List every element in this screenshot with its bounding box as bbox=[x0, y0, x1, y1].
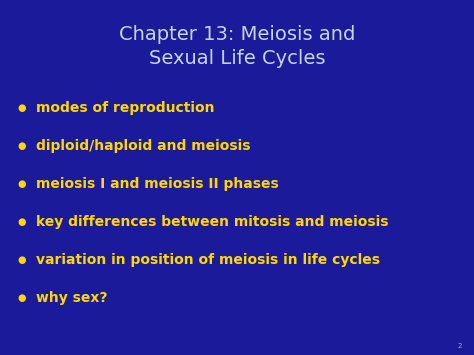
Text: why sex?: why sex? bbox=[36, 291, 107, 305]
Text: ●: ● bbox=[17, 141, 26, 151]
Text: ●: ● bbox=[17, 293, 26, 303]
Text: 2: 2 bbox=[458, 343, 462, 349]
Text: modes of reproduction: modes of reproduction bbox=[36, 101, 214, 115]
Text: ●: ● bbox=[17, 217, 26, 227]
Text: ●: ● bbox=[17, 179, 26, 189]
Text: ●: ● bbox=[17, 255, 26, 265]
Text: diploid/haploid and meiosis: diploid/haploid and meiosis bbox=[36, 139, 250, 153]
Text: variation in position of meiosis in life cycles: variation in position of meiosis in life… bbox=[36, 253, 380, 267]
Text: ●: ● bbox=[17, 103, 26, 113]
Text: key differences between mitosis and meiosis: key differences between mitosis and meio… bbox=[36, 215, 388, 229]
Text: meiosis I and meiosis II phases: meiosis I and meiosis II phases bbox=[36, 177, 278, 191]
Text: Chapter 13: Meiosis and
Sexual Life Cycles: Chapter 13: Meiosis and Sexual Life Cycl… bbox=[119, 25, 355, 68]
